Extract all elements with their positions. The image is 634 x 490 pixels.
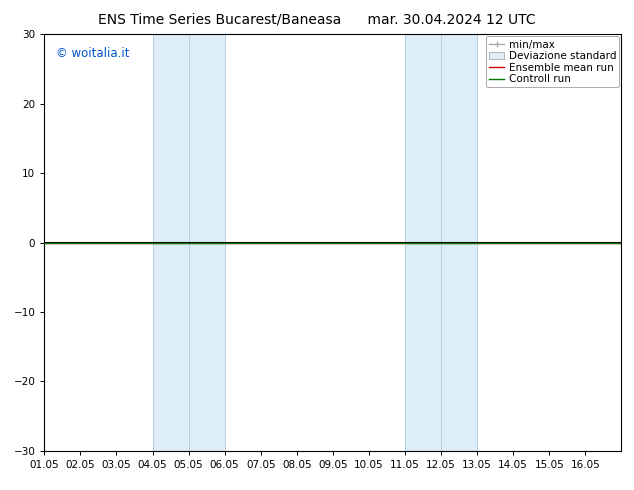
Text: ENS Time Series Bucarest/Baneasa      mar. 30.04.2024 12 UTC: ENS Time Series Bucarest/Baneasa mar. 30… (98, 12, 536, 26)
Bar (405, 34, 477, 451)
Text: © woitalia.it: © woitalia.it (56, 47, 129, 60)
Bar (153, 34, 224, 451)
Legend: min/max, Deviazione standard, Ensemble mean run, Controll run: min/max, Deviazione standard, Ensemble m… (486, 36, 619, 87)
